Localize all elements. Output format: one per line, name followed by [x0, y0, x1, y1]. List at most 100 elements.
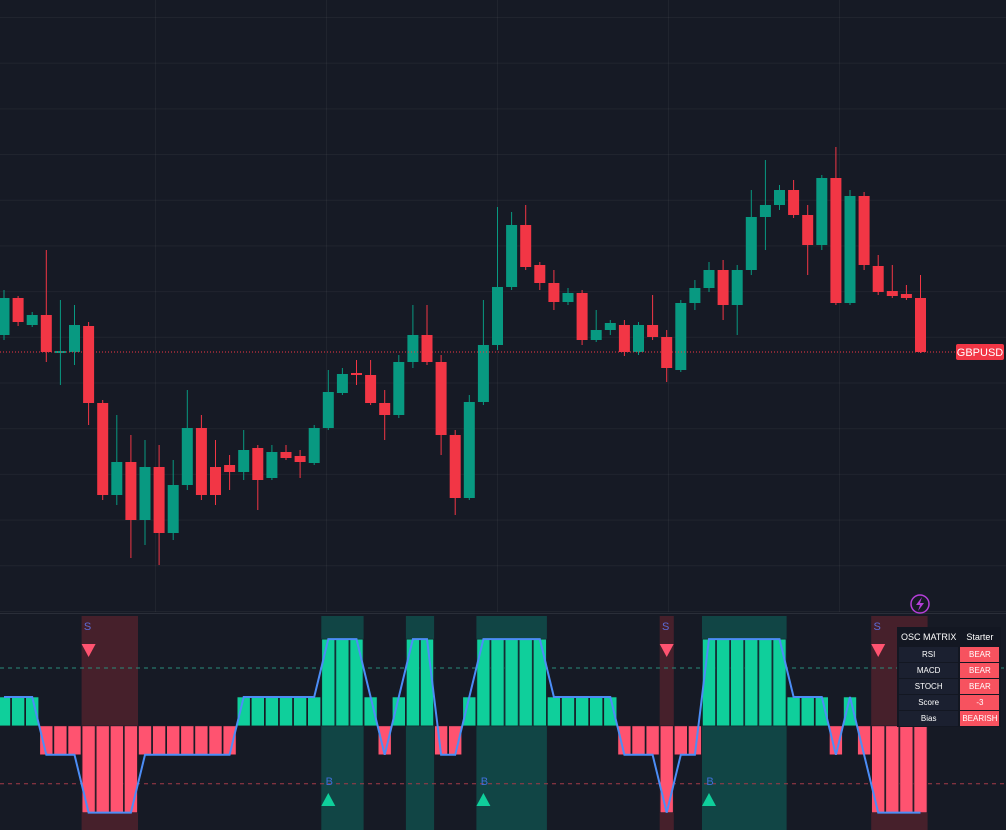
- candle-body: [872, 266, 884, 292]
- matrix-row: RSI BEAR: [899, 647, 1000, 662]
- candle-body: [675, 303, 687, 370]
- candle-body: [210, 467, 221, 495]
- matrix-cell: Starter: [960, 628, 1000, 646]
- candle-body: [900, 294, 912, 298]
- candle-body: [647, 325, 659, 337]
- matrix-cell: STOCH: [899, 679, 959, 694]
- candle-body: [308, 428, 320, 463]
- osc-bar: [321, 638, 336, 727]
- candle-body: [195, 428, 207, 495]
- candle-body: [788, 190, 800, 215]
- osc-bar: [110, 725, 124, 813]
- osc-bar: [476, 638, 491, 727]
- matrix-header: OSC MATRIX Starter: [899, 628, 1000, 646]
- candle-body: [280, 452, 292, 458]
- candle-body: [759, 205, 771, 217]
- osc-bar: [631, 725, 646, 756]
- candle-body: [111, 462, 123, 495]
- osc-bar: [335, 638, 350, 727]
- osc-bar: [251, 696, 265, 727]
- matrix-cell: OSC MATRIX: [899, 628, 959, 646]
- matrix-row: MACD BEAR: [899, 663, 1000, 678]
- candle-body: [294, 456, 306, 462]
- buy-label: B: [326, 776, 333, 788]
- sell-label: S: [84, 621, 91, 633]
- osc-bar: [786, 696, 801, 727]
- sell-label: S: [874, 621, 881, 633]
- candle-body: [40, 315, 52, 352]
- osc-bar: [152, 725, 166, 756]
- osc-bar: [138, 725, 152, 756]
- candle-body: [633, 325, 644, 352]
- osc-bar: [772, 638, 787, 727]
- osc-bar: [871, 725, 886, 813]
- osc-bar: [208, 725, 223, 756]
- matrix-cell: -3: [960, 695, 1000, 710]
- osc-bar: [744, 638, 759, 727]
- candle-body: [802, 215, 814, 245]
- osc-bar: [265, 696, 279, 727]
- osc-bar: [180, 725, 195, 756]
- candle-body: [703, 270, 715, 288]
- candle-body: [717, 270, 729, 305]
- osc-bar: [645, 725, 660, 756]
- candle-body: [463, 402, 475, 498]
- sell-marker: [81, 644, 96, 657]
- matrix-cell: BEAR: [960, 663, 1000, 678]
- osc-bar: [194, 725, 209, 756]
- osc-bar: [11, 696, 25, 727]
- osc-bar: [885, 725, 900, 813]
- candle-body: [407, 335, 419, 362]
- matrix-row: Score -3: [899, 695, 1000, 710]
- symbol-badge: [956, 344, 1004, 360]
- candle-body: [167, 485, 179, 533]
- osc-bar: [504, 638, 519, 727]
- candle-body: [618, 325, 630, 352]
- candle-body: [435, 362, 447, 435]
- buy-marker: [476, 793, 491, 806]
- candle-body: [492, 287, 503, 345]
- symbol-label: GBPUSD: [957, 347, 1004, 359]
- osc-bar: [547, 696, 561, 727]
- candle-body: [83, 326, 95, 403]
- candle-body: [590, 330, 602, 340]
- candle-body: [336, 374, 348, 393]
- osc-bar: [800, 696, 815, 727]
- matrix-cell: RSI: [899, 647, 959, 662]
- osc-bar: [899, 725, 914, 813]
- candle-body: [830, 178, 842, 303]
- candle-body: [12, 298, 24, 322]
- candle-body: [153, 467, 165, 533]
- matrix-row: Bias BEARISH: [899, 711, 1000, 726]
- osc-bar: [561, 696, 575, 727]
- candle-body: [139, 467, 151, 520]
- candle-body: [576, 293, 588, 340]
- osc-bar: [81, 725, 96, 813]
- osc-bar: [716, 638, 730, 727]
- candle-body: [125, 462, 137, 520]
- sell-marker: [659, 644, 674, 657]
- osc-bar: [659, 725, 674, 813]
- candle-body: [365, 375, 377, 403]
- candle-body: [181, 428, 193, 485]
- matrix-cell: BEARISH: [960, 711, 1000, 726]
- candle-body: [477, 345, 489, 402]
- candle-body: [224, 465, 236, 472]
- osc-bar: [124, 725, 138, 813]
- buy-label: B: [481, 776, 488, 788]
- candle-body: [689, 288, 701, 303]
- osc-bar: [406, 638, 420, 727]
- osc-bar: [532, 638, 547, 727]
- candle-body: [322, 392, 334, 428]
- candle-body: [915, 298, 926, 352]
- candle-body: [449, 435, 461, 498]
- candle-body: [886, 291, 898, 296]
- candle-body: [548, 283, 560, 302]
- osc-bar: [293, 696, 307, 727]
- candle-body: [393, 362, 405, 415]
- osc-bar: [307, 696, 322, 727]
- osc-bar: [673, 725, 688, 756]
- buy-label: B: [706, 776, 713, 788]
